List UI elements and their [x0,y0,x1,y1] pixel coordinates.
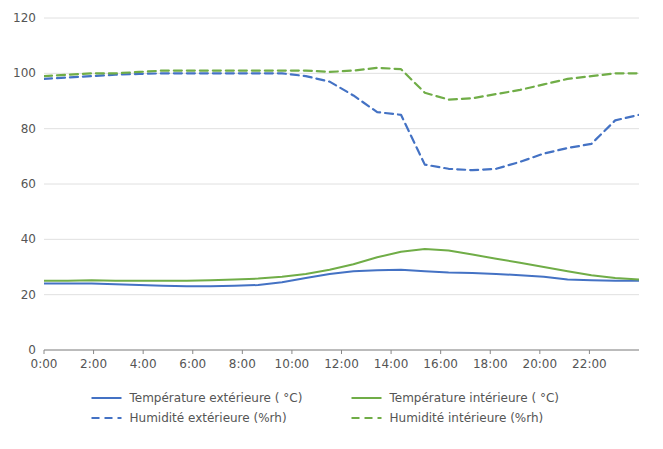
legend-swatch [92,397,122,399]
y-tick-label: 0 [28,343,36,357]
x-tick [93,350,94,354]
x-tick [192,350,193,354]
y-tick-label: 120 [13,11,36,25]
x-tick [391,350,392,354]
series-line [44,270,639,287]
y-tick-label: 80 [21,122,36,136]
legend-label: Température extérieure ( °C) [129,391,303,405]
x-tick-label: 18:00 [473,357,508,371]
legend-label: Humidité extérieure (%rh) [130,411,287,425]
x-axis: 0:00 2:00 4:00 6:00 8:00 10:00 12:00 14:00 16:00… [31,350,639,371]
chart: 0 20 40 60 80 100 120 0:00 2:00 4:00 6:00 8:00 10:00… [0,0,663,449]
grid-line [44,128,639,129]
legend-swatch [352,417,382,419]
x-tick [539,350,540,354]
x-tick [589,350,590,354]
series-line [44,73,639,170]
x-tick-label: 14:00 [374,357,409,371]
x-tick [143,350,144,354]
x-tick-label: 6:00 [179,357,206,371]
x-tick-label: 2:00 [80,357,107,371]
grid-line [44,73,639,74]
grid-line [44,294,639,295]
x-tick-label: 22:00 [572,357,607,371]
x-tick-label: 12:00 [324,357,359,371]
y-tick-label: 100 [13,66,36,80]
y-tick-label: 20 [21,288,36,302]
y-tick-label: 60 [21,177,36,191]
x-tick [291,350,292,354]
x-tick [341,350,342,354]
legend: Température extérieure ( °C) Température … [92,391,560,425]
series-line [44,249,639,281]
y-axis: 0 20 40 60 80 100 120 [13,11,639,357]
x-tick [490,350,491,354]
lines [44,68,639,287]
x-tick [44,350,45,354]
legend-swatch [352,397,382,399]
grid-line [44,239,639,240]
legend-label: Humidité intérieure (%rh) [390,411,544,425]
grid-line [44,18,639,19]
x-tick-label: 16:00 [423,357,458,371]
legend-swatch [92,417,122,419]
series-line [44,68,639,100]
x-tick [440,350,441,354]
x-tick-label: 20:00 [523,357,558,371]
y-tick-label: 40 [21,232,36,246]
x-tick-label: 10:00 [275,357,310,371]
x-tick-label: 4:00 [130,357,157,371]
x-tick [242,350,243,354]
legend-label: Température intérieure ( °C) [389,391,560,405]
x-tick-label: 8:00 [229,357,256,371]
grid-line [44,184,639,185]
x-tick-label: 0:00 [31,357,58,371]
